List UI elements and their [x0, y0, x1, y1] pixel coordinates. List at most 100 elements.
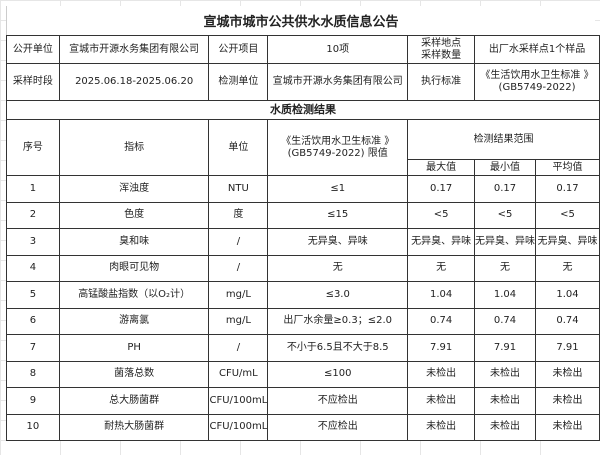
header-max: 最大值	[407, 159, 476, 176]
subheader-row: 最大值 最小值 平均值	[7, 159, 600, 176]
cell-max: 无	[407, 254, 476, 282]
cell-index: 1	[6, 175, 60, 203]
cell-avg: 未检出	[535, 387, 600, 415]
cell-avg: 无	[535, 254, 600, 282]
cell-max: 未检出	[407, 360, 476, 388]
cell-indicator: 色度	[58, 201, 210, 229]
cell-avg: 1.04	[535, 281, 600, 309]
table-row: 6 游离氯 mg/L 出厂水余量≥0.3；≤2.0 0.74 0.74 0.74	[6, 307, 600, 335]
header-avg: 平均值	[535, 159, 600, 176]
info-row-1: 公开单位 宣城市开源水务集团有限公司 公开项目 10项 采样地点 采样数量 出厂…	[6, 35, 600, 64]
info-label: 采样时段	[6, 63, 60, 101]
cell-max: 7.91	[407, 334, 476, 362]
header-min: 最小值	[474, 159, 537, 176]
table-row: 2 色度度 ≤15 <5 <5 <5	[6, 201, 600, 229]
cell-index: 9	[6, 387, 60, 415]
header-row: 序号 指标 单位 《生活饮用水卫生标准 》 (GB5749-2022) 限值 检…	[6, 119, 600, 176]
cell-unit: NTU	[208, 175, 269, 203]
cell-min: 无异臭、异味	[474, 228, 537, 256]
cell-indicator: 肉眼可见物	[58, 254, 210, 282]
cell-min: 0.74	[474, 307, 537, 335]
cell-min: 未检出	[474, 360, 537, 388]
cell-max: 0.74	[407, 307, 476, 335]
header-range: 检测结果范围	[407, 119, 600, 160]
cell-avg: 7.91	[535, 334, 600, 362]
table-row: 1 浑浊度 NTU ≤1 0.17 0.17 0.17	[6, 175, 600, 203]
cell-unit: mg/L	[208, 281, 269, 309]
cell-indicator: 臭和味	[58, 228, 210, 256]
cell-indicator: 耐热大肠菌群	[58, 413, 210, 441]
cell-limit: ≤15	[267, 201, 409, 229]
cell-avg: 无异臭、异味	[535, 228, 600, 256]
info-value: 宣城市开源水务集团有限公司	[267, 63, 409, 101]
page-title: 宣城市城市公共供水水质信息公告	[6, 6, 595, 35]
cell-limit: 无	[267, 254, 409, 282]
section-title: 水质检测结果	[6, 100, 600, 120]
cell-max: <5	[407, 201, 476, 229]
cell-avg: 未检出	[535, 360, 600, 388]
cell-max: 未检出	[407, 413, 476, 441]
cell-avg: 0.74	[535, 307, 600, 335]
cell-unit: CFU/mL	[208, 360, 269, 388]
info-label: 公开项目	[208, 35, 269, 64]
cell-unit: /	[208, 228, 269, 256]
cell-indicator: 高锰酸盐指数（以O₂计）	[58, 281, 210, 309]
cell-min: 1.04	[474, 281, 537, 309]
cell-index: 5	[6, 281, 60, 309]
table-row: 10 耐热大肠菌群 CFU/100mL 不应检出 未检出 未检出 未检出	[6, 413, 600, 441]
info-label: 采样地点 采样数量	[407, 35, 476, 64]
cell-unit: mg/L	[208, 307, 269, 335]
cell-min: <5	[474, 201, 537, 229]
cell-min: 0.17	[474, 175, 537, 203]
cell-max: 无异臭、异味	[407, 228, 476, 256]
cell-index: 4	[6, 254, 60, 282]
table-row: 5 高锰酸盐指数（以O₂计） mg/L ≤3.0 1.04 1.04 1.04	[6, 281, 600, 309]
cell-indicator: 游离氯	[58, 307, 210, 335]
header-unit: 单位	[208, 119, 269, 176]
cell-unit: 度	[208, 201, 269, 229]
header-indicator: 指标	[58, 119, 210, 176]
header-limit: 《生活饮用水卫生标准 》 (GB5749-2022) 限值	[267, 119, 409, 176]
cell-index: 3	[6, 228, 60, 256]
cell-limit: 不小于6.5且不大于8.5	[267, 334, 409, 362]
cell-unit: CFU/100mL	[208, 387, 269, 415]
cell-min: 未检出	[474, 387, 537, 415]
cell-limit: ≤100	[267, 360, 409, 388]
cell-avg: 未检出	[535, 413, 600, 441]
info-row-2: 采样时段 2025.06.18-2025.06.20 检测单位 宣城市开源水务集…	[6, 63, 600, 101]
cell-indicator: 总大肠菌群	[58, 387, 210, 415]
info-value: 宣城市开源水务集团有限公司	[58, 35, 210, 64]
info-value: 10项	[267, 35, 409, 64]
cell-indicator: PH	[58, 334, 210, 362]
cell-indicator: 浑浊度	[58, 175, 210, 203]
cell-index: 8	[6, 360, 60, 388]
table-row: 8 菌落总数 CFU/mL ≤100 未检出 未检出 未检出	[6, 360, 600, 388]
cell-unit: /	[208, 254, 269, 282]
info-value: 《生活饮用水卫生标准 》 (GB5749-2022)	[474, 63, 600, 101]
table-row: 3 臭和味 / 无异臭、异味 无异臭、异味 无异臭、异味 无异臭、异味	[6, 228, 600, 256]
header-index: 序号	[6, 119, 60, 176]
cell-unit: CFU/100mL	[208, 413, 269, 441]
table-row: 4 肉眼可见物 / 无无无无	[6, 254, 600, 282]
table-row: 7 PH / 不小于6.5且不大于8.5 7.91 7.91 7.91	[6, 334, 600, 362]
cell-index: 6	[6, 307, 60, 335]
cell-index: 2	[6, 201, 60, 229]
info-value: 出厂水采样点1个样品	[474, 35, 600, 64]
cell-limit: 不应检出	[267, 387, 409, 415]
cell-limit: ≤1	[267, 175, 409, 203]
info-label: 检测单位	[208, 63, 269, 101]
cell-max: 1.04	[407, 281, 476, 309]
cell-index: 7	[6, 334, 60, 362]
cell-max: 0.17	[407, 175, 476, 203]
cell-min: 未检出	[474, 413, 537, 441]
info-label: 执行标准	[407, 63, 476, 101]
info-value: 2025.06.18-2025.06.20	[58, 63, 210, 101]
info-label: 公开单位	[6, 35, 60, 64]
cell-index: 10	[6, 413, 60, 441]
cell-unit: /	[208, 334, 269, 362]
cell-limit: 出厂水余量≥0.3；≤2.0	[267, 307, 409, 335]
cell-max: 未检出	[407, 387, 476, 415]
table-row: 9 总大肠菌群 CFU/100mL 不应检出 未检出 未检出 未检出	[6, 387, 600, 415]
cell-avg: <5	[535, 201, 600, 229]
cell-limit: ≤3.0	[267, 281, 409, 309]
